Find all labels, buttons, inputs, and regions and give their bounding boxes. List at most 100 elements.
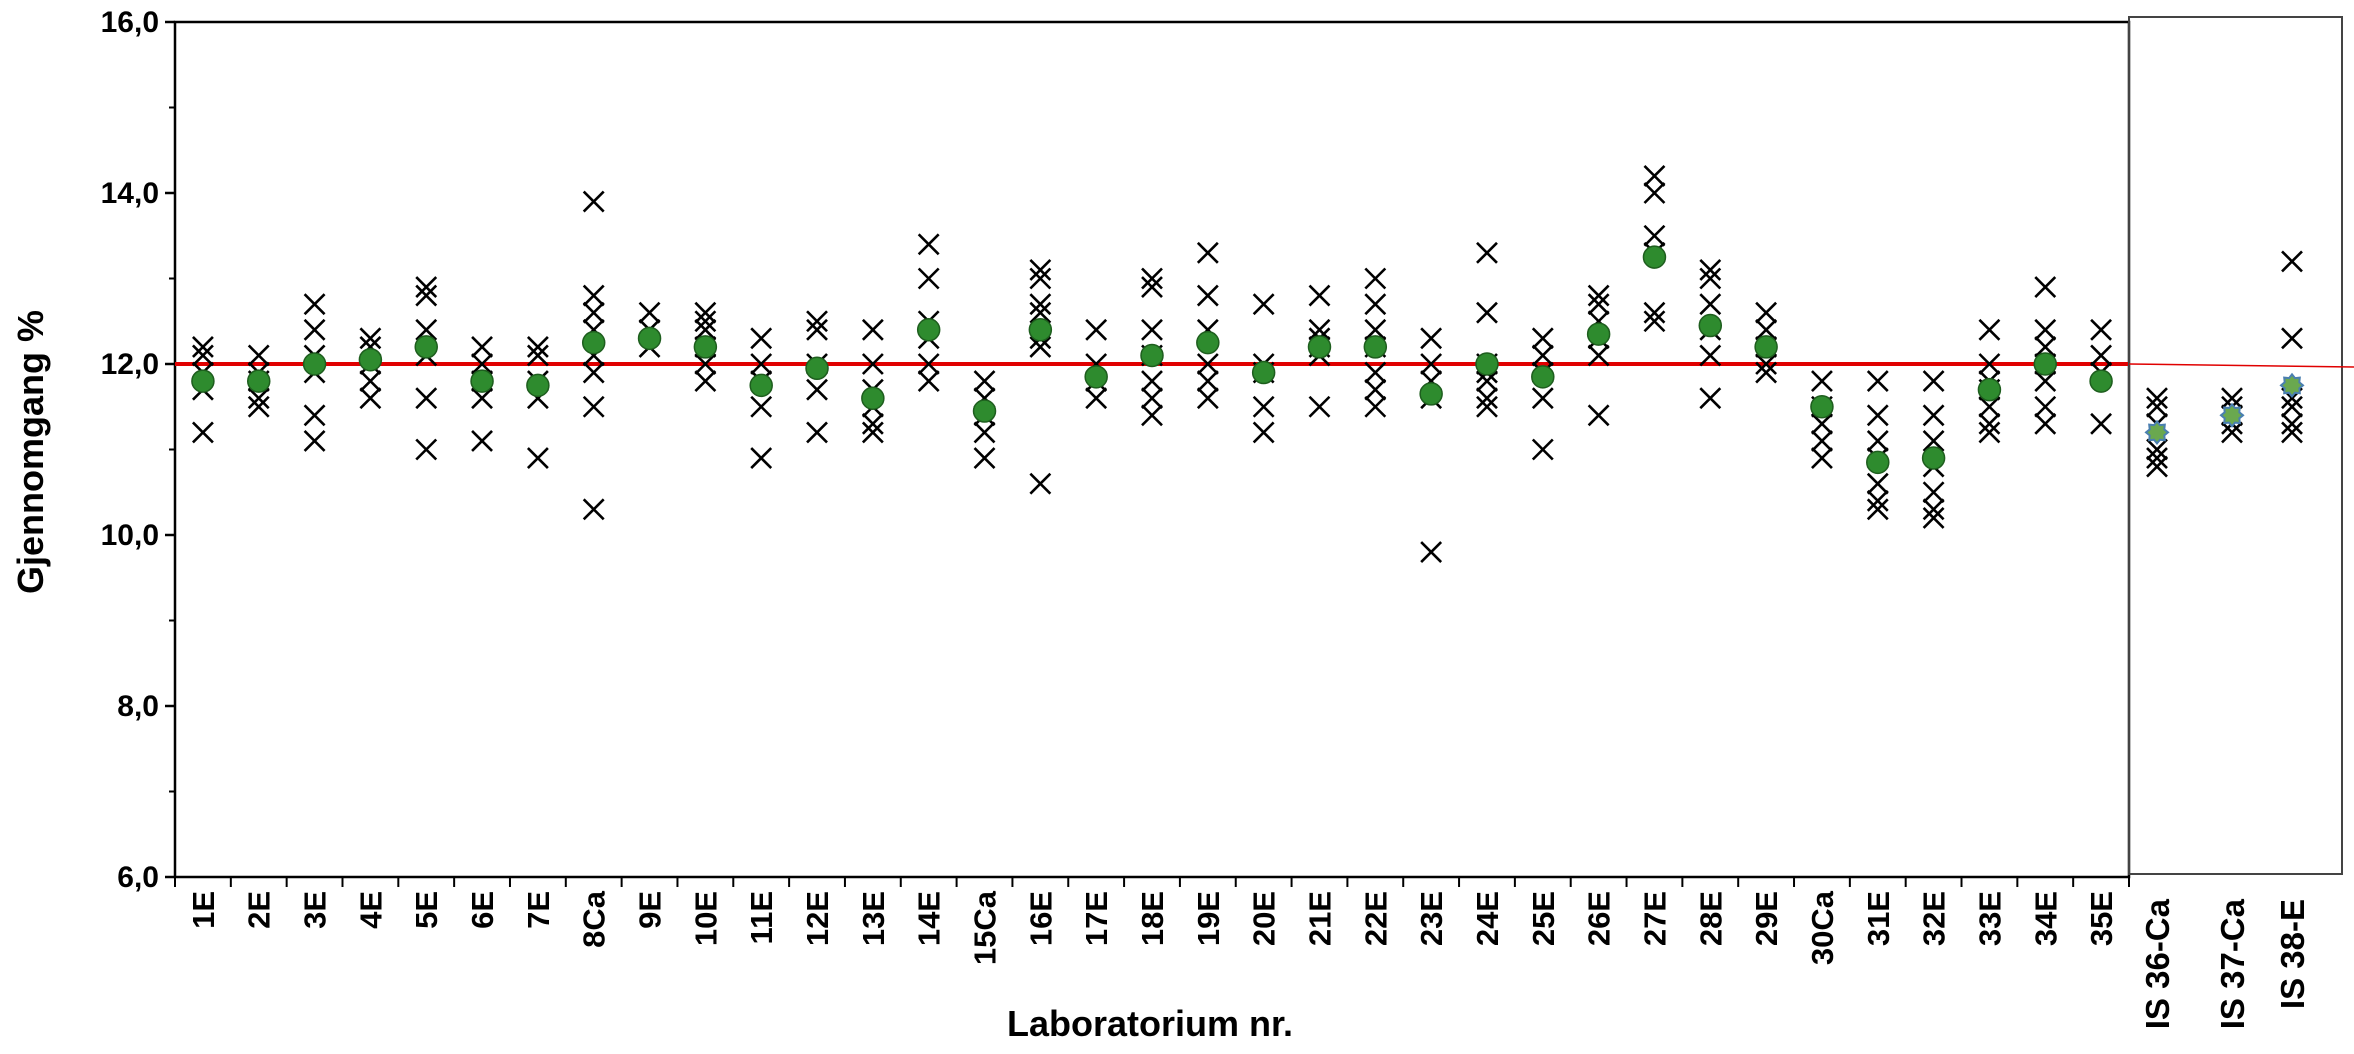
inset-result-marker [2146,455,2168,478]
result-marker [2090,412,2113,435]
result-marker [750,447,773,469]
result-marker [1587,293,1610,316]
result-marker [471,430,493,452]
mean-marker [1251,360,1276,385]
x-tick-label: 33E [1972,891,2007,946]
result-marker [1755,301,1778,324]
inset-mean-marker [2144,419,2170,445]
result-marker [526,335,549,358]
x-tick-label: 21E [1302,891,1337,946]
result-marker [191,421,214,444]
x-tick-label: 19E [1191,891,1226,946]
result-marker [1643,224,1666,247]
result-marker [861,412,884,435]
inset-mean-marker [2219,402,2245,428]
mean-marker [581,330,606,355]
x-tick-label: 34E [2028,891,2063,946]
x-tick-label: 27E [1637,891,1672,946]
result-marker [1141,387,1163,410]
result-marker [1866,370,1889,393]
mean-marker [1754,335,1778,359]
y-axis-title: Gjennomgang % [10,310,51,594]
result-marker [806,310,828,333]
y-tick-label: 12,0 [101,348,159,381]
result-marker [1755,318,1778,341]
result-marker [471,387,493,410]
result-marker [1476,241,1498,264]
result-marker [582,301,605,324]
result-marker [2090,318,2113,341]
result-marker [1811,370,1833,393]
result-marker [1364,361,1387,384]
mean-marker [1475,352,1499,376]
mean-marker [916,318,941,342]
result-marker [1141,267,1163,290]
inset-reference-line [2128,363,2354,368]
x-tick-label: 18E [1135,891,1170,946]
result-marker [1420,541,1443,564]
x-axis-title: Laboratorium nr. [1007,1003,1293,1044]
result-marker [1029,301,1052,324]
result-marker [861,421,884,444]
inset-mean-marker [2279,372,2305,398]
result-marker [1476,301,1498,324]
result-marker [1364,318,1387,341]
result-marker [917,267,940,290]
result-marker [1978,412,2001,435]
result-marker [750,395,773,418]
result-marker [526,344,549,367]
mean-marker [302,352,327,376]
result-marker [917,233,940,256]
result-marker [1643,182,1666,204]
result-marker [303,293,326,316]
inset-result-marker [2221,421,2243,444]
y-tick-label: 8,0 [117,690,159,723]
mean-marker [1921,446,1946,470]
mean-marker [470,369,494,393]
x-tick-label: 16E [1023,891,1058,946]
result-marker [973,370,996,393]
result-marker [303,430,326,452]
result-marker [806,318,828,341]
result-marker [1476,395,1498,418]
mean-marker [1698,313,1723,338]
x-tick-label: 6E [465,891,500,929]
result-marker [2034,412,2057,435]
result-marker [1866,472,1889,495]
x-tick-label: 31E [1861,891,1896,946]
y-tick-label: 10,0 [101,519,159,552]
result-marker [1364,395,1387,418]
result-marker [191,335,214,358]
result-marker [1531,327,1554,350]
result-marker [1643,310,1666,333]
result-marker [2034,276,2057,298]
result-marker [1085,387,1108,410]
result-marker [1699,344,1722,367]
mean-marker [1140,343,1164,368]
result-marker [1029,267,1052,290]
mean-marker [1531,365,1555,389]
x-tick-label: 15Ca [968,890,1003,965]
mean-marker [1363,335,1388,359]
result-marker [1755,353,1778,375]
x-tick-label: 22E [1358,891,1393,946]
inset-data-points [2144,250,2305,478]
result-marker [1252,293,1275,316]
result-marker [1141,404,1163,427]
mean-marker [1866,450,1890,475]
mean-marker [1307,335,1332,359]
result-marker [1699,293,1722,316]
mean-marker [1642,245,1667,269]
inset-result-marker [2281,421,2303,444]
result-marker [1811,430,1833,452]
result-marker [1029,293,1052,316]
y-tick-label: 14,0 [101,177,159,210]
inset-x-tick-label: IS 37-Ca [2214,898,2251,1029]
result-marker [526,447,549,469]
result-marker [1085,318,1108,341]
result-marker [694,318,717,341]
result-marker [1420,353,1443,375]
result-marker [1587,284,1610,307]
mean-marker [2033,352,2058,376]
